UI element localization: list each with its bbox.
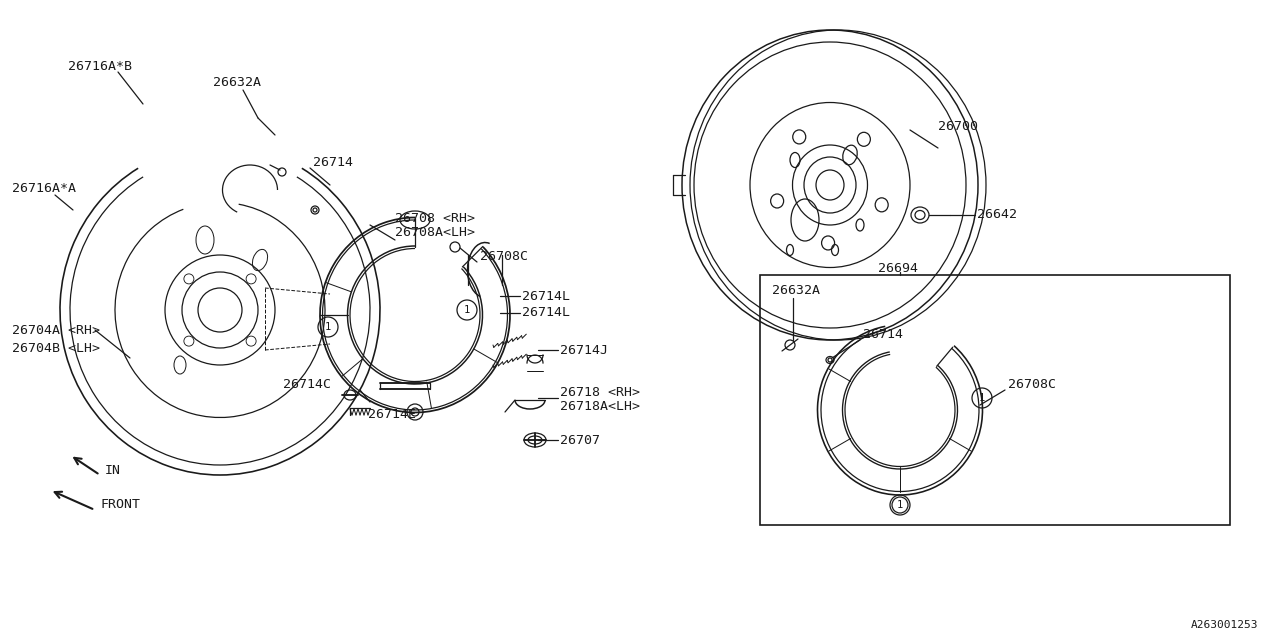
- Text: 26704A <RH>: 26704A <RH>: [12, 323, 100, 337]
- Text: 26694: 26694: [878, 262, 918, 275]
- Text: 26714: 26714: [863, 328, 902, 342]
- Text: 26714L: 26714L: [522, 289, 570, 303]
- Text: A263001253: A263001253: [1190, 620, 1258, 630]
- Text: 26708A<LH>: 26708A<LH>: [396, 225, 475, 239]
- Text: 26716A*B: 26716A*B: [68, 61, 132, 74]
- Text: 1: 1: [325, 322, 332, 332]
- Text: 26700: 26700: [938, 120, 978, 132]
- Text: 26714L: 26714L: [522, 307, 570, 319]
- Text: 26716A*A: 26716A*A: [12, 182, 76, 195]
- Text: FRONT: FRONT: [100, 499, 140, 511]
- Bar: [760, 275, 1230, 525]
- Text: 26632A: 26632A: [772, 284, 820, 296]
- Text: 1: 1: [979, 393, 986, 403]
- Text: 26718 <RH>: 26718 <RH>: [561, 385, 640, 399]
- Text: 1: 1: [897, 500, 904, 510]
- Text: 26708C: 26708C: [1009, 378, 1056, 392]
- Text: 26714E: 26714E: [369, 408, 416, 422]
- Text: 26708C: 26708C: [480, 250, 529, 262]
- Text: 26707: 26707: [561, 433, 600, 447]
- Text: 26714: 26714: [314, 156, 353, 168]
- Text: 26704B <LH>: 26704B <LH>: [12, 342, 100, 355]
- Text: IN: IN: [105, 463, 122, 477]
- Text: 26632A: 26632A: [212, 77, 261, 90]
- Text: 26714C: 26714C: [283, 378, 332, 392]
- Text: 1: 1: [463, 305, 470, 315]
- Text: 26708 <RH>: 26708 <RH>: [396, 211, 475, 225]
- Text: 26714J: 26714J: [561, 344, 608, 356]
- Text: 26718A<LH>: 26718A<LH>: [561, 399, 640, 413]
- Text: 26642: 26642: [977, 209, 1018, 221]
